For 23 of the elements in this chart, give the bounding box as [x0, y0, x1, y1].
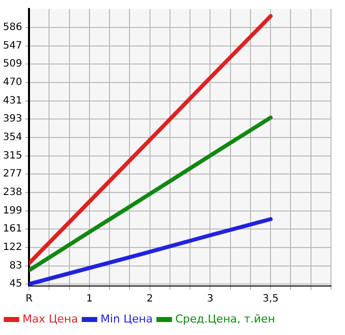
y-tick-label: 547 [2, 40, 22, 52]
legend-label: Max Цена [22, 312, 78, 326]
y-tick-label: 470 [2, 77, 22, 88]
legend-label: Сред.Цена, т.йен [175, 312, 276, 326]
y-tick-label: 45 [9, 278, 22, 290]
y-tick-label: 509 [2, 58, 22, 70]
y-tick-label: 393 [2, 114, 22, 125]
y-tick-label: 354 [2, 132, 22, 144]
y-tick-label: 315 [2, 150, 22, 162]
y-tick-label: 238 [2, 187, 22, 198]
x-tick-label: 2 [146, 294, 154, 305]
x-tick-label: 3 [207, 294, 214, 305]
y-tick-label: 586 [2, 22, 22, 34]
y-tick-label: 122 [2, 242, 22, 254]
x-tick-label: 3,5 [262, 294, 279, 305]
y-tick-label: 199 [2, 206, 22, 217]
y-tick-label: 431 [2, 96, 22, 107]
x-tick-label: 1 [86, 294, 93, 305]
x-tick-label: R [26, 294, 33, 305]
y-tick-label: 83 [9, 260, 22, 272]
y-tick-label: 277 [2, 168, 22, 180]
y-tick-label: 161 [2, 224, 22, 235]
legend-label: Min Цена [100, 312, 153, 326]
